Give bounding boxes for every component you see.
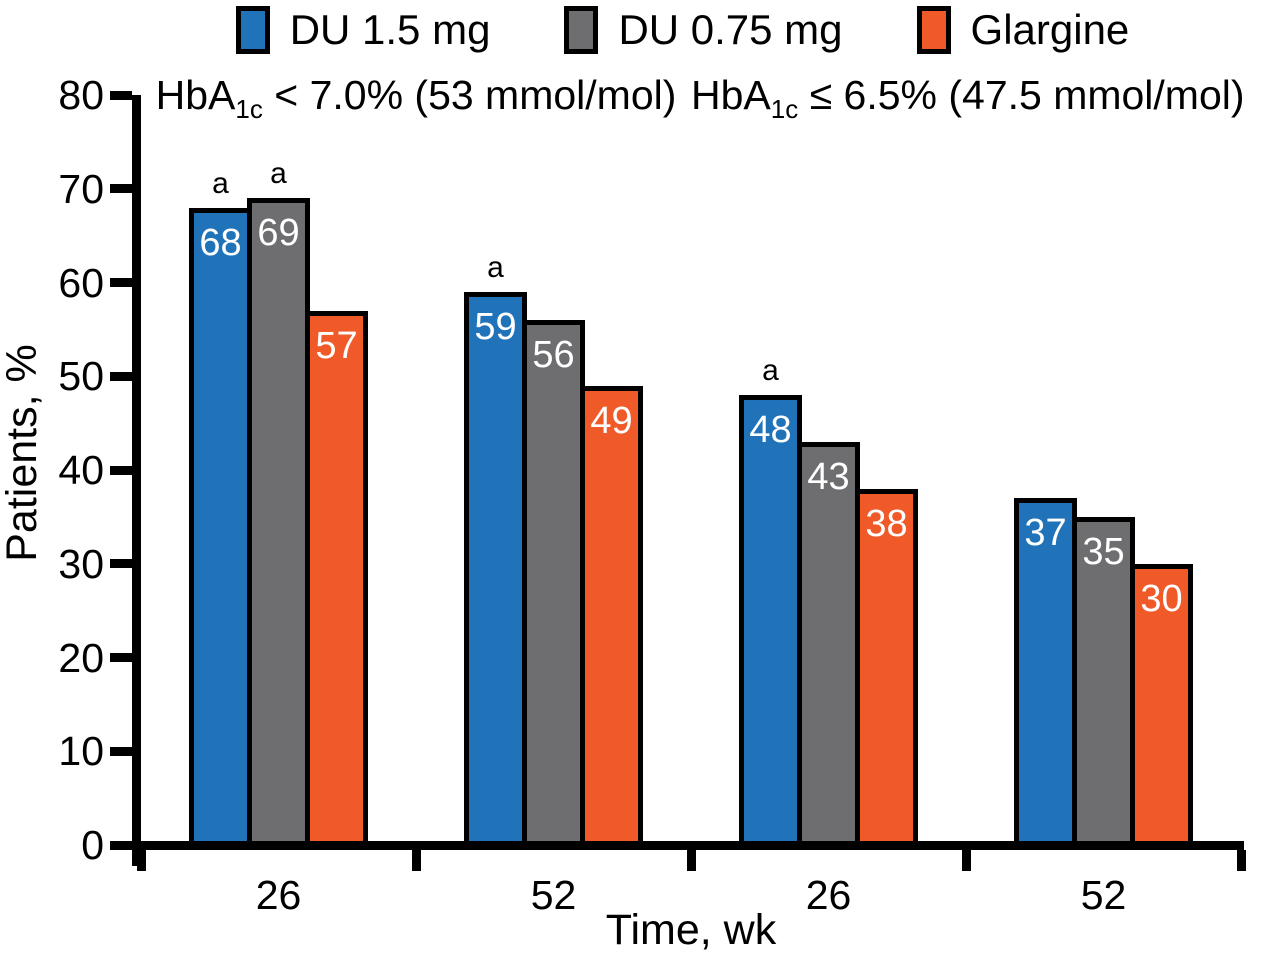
panel-title-subscript: 1c — [235, 94, 263, 124]
bar-value-label: 69 — [257, 212, 300, 255]
legend-item-1: DU 1.5 mg — [235, 6, 491, 54]
x-axis-title: Time, wk — [605, 906, 777, 954]
bar-group-2: 59 a 56 49 — [416, 95, 691, 845]
y-tick-label: 40 — [58, 447, 104, 493]
y-tick — [110, 746, 132, 756]
x-category-label: 26 — [255, 872, 302, 918]
bar-value-label: 56 — [532, 334, 575, 376]
y-tick — [110, 653, 132, 662]
panel-title-hba1c-7: HbA1c < 7.0% (53 mmol/mol) — [141, 72, 691, 124]
panel-titles: HbA1c < 7.0% (53 mmol/mol) HbA1c ≤ 6.5% … — [141, 72, 1245, 124]
bar-glargine-group-3: 38 — [855, 488, 918, 845]
bar-du-1.5-mg-group-1: 68 a — [189, 167, 252, 845]
x-tick — [411, 850, 421, 871]
panel-title-rest: ≤ 6.5% (47.5 mmol/mol) — [798, 72, 1245, 118]
bar-group-1: 68 a 69 a 57 — [141, 95, 416, 845]
y-tick-label: 50 — [58, 353, 104, 400]
legend-swatch-icon — [235, 6, 270, 54]
significance-annotation: a — [487, 250, 504, 284]
legend-item-2: DU 0.75 mg — [564, 6, 843, 54]
significance-annotation: a — [212, 166, 229, 200]
legend-swatch-icon — [564, 6, 599, 54]
bar-glargine-group-1: 57 — [305, 310, 368, 845]
bar-du-0.75-mg-group-3: 43 — [797, 441, 860, 845]
legend-label: DU 0.75 mg — [618, 6, 843, 53]
y-tick-label: 60 — [58, 259, 104, 306]
y-tick — [110, 371, 132, 381]
panel-title-subscript: 1c — [770, 94, 799, 124]
legend-item-3: Glargine — [916, 6, 1130, 54]
y-tick-label: 0 — [81, 822, 104, 868]
bar-du-0.75-mg-group-4: 35 — [1072, 516, 1135, 845]
panel-title-hba1c-65: HbA1c ≤ 6.5% (47.5 mmol/mol) — [691, 72, 1245, 124]
y-tick-label: 80 — [58, 72, 104, 118]
bar-value-label: 48 — [749, 409, 792, 451]
y-tick — [110, 278, 132, 287]
panel-title-text: HbA — [155, 72, 236, 118]
x-tick — [961, 850, 971, 871]
y-tick — [110, 90, 132, 100]
bar-du-1.5-mg-group-4: 37 — [1014, 498, 1077, 845]
bar-du-0.75-mg-group-1: 69 a — [247, 157, 310, 845]
bar-value-label: 49 — [590, 399, 633, 442]
y-tick — [110, 184, 132, 194]
bar-value-label: 35 — [1082, 530, 1125, 573]
bar-glargine-group-2: 49 — [580, 385, 643, 845]
bar-value-label: 43 — [807, 455, 850, 498]
x-category-label: 26 — [805, 872, 852, 918]
legend-label: DU 1.5 mg — [289, 6, 491, 53]
bar-value-label: 68 — [199, 221, 242, 264]
x-tick — [136, 850, 146, 871]
y-tick-label: 70 — [58, 165, 104, 212]
bar-du-1.5-mg-group-2: 59 a — [464, 251, 527, 845]
y-tick — [110, 840, 132, 850]
plot-area: 68 a 69 a 57 59 a 56 49 48 a 43 38 37 35 30 — [141, 95, 1241, 845]
bar-du-1.5-mg-group-3: 48 a — [739, 354, 802, 845]
legend-swatch-icon — [916, 6, 951, 54]
legend-label: Glargine — [970, 6, 1130, 53]
significance-annotation: a — [270, 157, 287, 191]
bar-value-label: 57 — [315, 324, 358, 367]
bar-group-4: 37 35 30 — [966, 95, 1241, 845]
bar-du-0.75-mg-group-2: 56 — [522, 320, 585, 845]
bar-value-label: 30 — [1140, 577, 1183, 620]
bar-value-label: 59 — [474, 305, 517, 348]
y-tick-label: 30 — [58, 540, 104, 587]
y-tick — [110, 559, 132, 569]
bar-group-3: 48 a 43 38 — [691, 95, 966, 845]
bar-value-label: 37 — [1024, 512, 1067, 555]
x-category-label: 52 — [530, 872, 577, 918]
significance-annotation: a — [762, 354, 779, 387]
panel-title-text: HbA — [691, 72, 771, 118]
y-tick — [110, 465, 132, 475]
panel-title-rest: < 7.0% (53 mmol/mol) — [262, 72, 677, 118]
chart-legend: DU 1.5 mg DU 0.75 mg Glargine — [0, 2, 1280, 58]
y-axis-line — [132, 95, 141, 866]
y-tick-label: 20 — [58, 634, 104, 681]
bar-value-label: 38 — [865, 502, 908, 545]
x-tick — [686, 850, 696, 871]
y-tick-label: 10 — [58, 728, 104, 775]
bar-glargine-group-4: 30 — [1130, 563, 1193, 845]
x-tick — [1236, 850, 1246, 871]
x-axis-line — [132, 841, 1244, 850]
x-category-label: 52 — [1080, 872, 1127, 918]
